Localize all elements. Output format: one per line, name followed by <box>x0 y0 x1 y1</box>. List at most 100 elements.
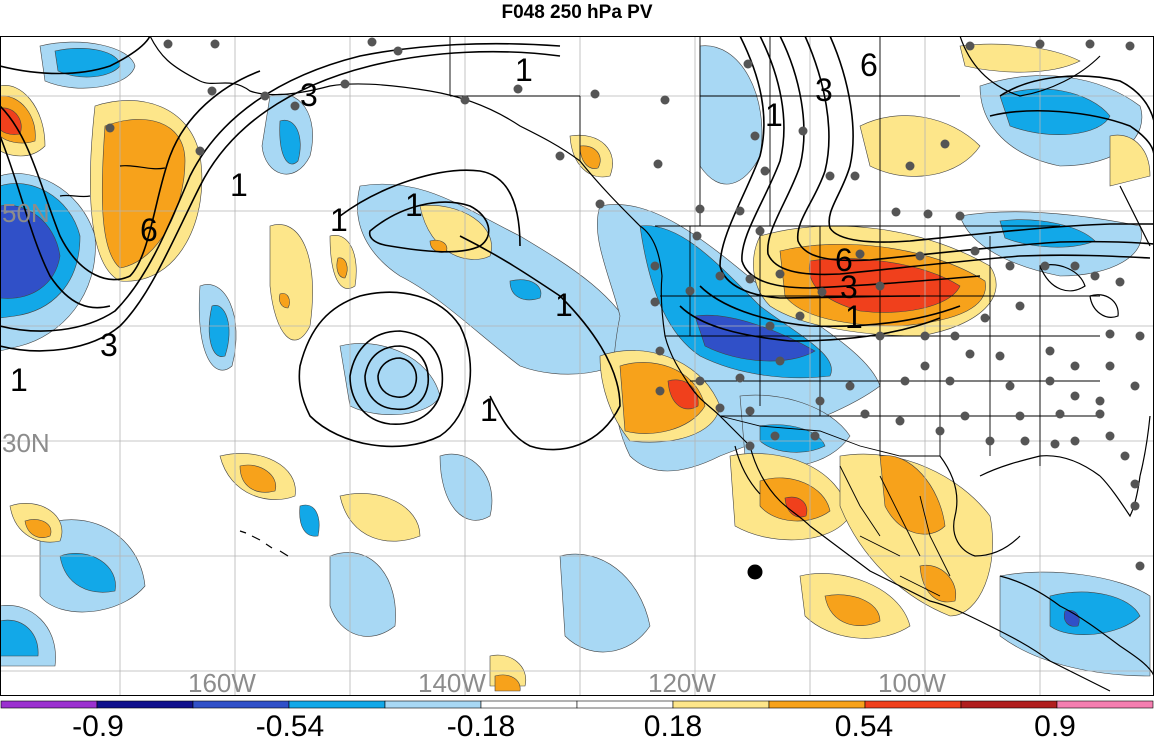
pos-mid-region <box>494 674 521 692</box>
coordinate-labels: 50N 30N 160W 140W 120W 100W <box>2 198 946 696</box>
pos-mid-region <box>619 362 706 434</box>
contour-label: 1 <box>845 299 863 335</box>
contour-label: 3 <box>840 269 858 305</box>
contour-line <box>828 36 1154 243</box>
contour-label: 1 <box>230 167 248 203</box>
pos-weak-region <box>839 453 993 617</box>
east-coast <box>1119 185 1151 477</box>
pos-mid-region <box>579 145 601 169</box>
neg-strong-region <box>694 314 816 362</box>
neg-mid-region <box>279 119 301 165</box>
longitude-label: 120W <box>648 668 716 696</box>
contour-line <box>339 169 521 247</box>
map-title: F048 250 hPa PV <box>501 2 653 23</box>
baja-peninsula <box>734 445 811 527</box>
colorbar-swatch <box>864 700 962 709</box>
contour-line <box>377 357 418 398</box>
great-lakes <box>1039 264 1119 318</box>
contour-label: 1 <box>405 187 423 223</box>
colorbar-tick-label: 0.9 <box>1034 710 1076 739</box>
contour-line <box>0 36 151 75</box>
contour-label: 6 <box>860 47 878 83</box>
contour-line <box>0 42 561 332</box>
contour-label: 6 <box>835 242 853 278</box>
us-mexico-border <box>719 415 940 457</box>
us-canada-border <box>449 36 1060 227</box>
contour-label: 3 <box>815 72 833 108</box>
neg-mid-region <box>759 424 826 453</box>
contour-label: 1 <box>480 392 498 428</box>
contour-line <box>767 36 1151 276</box>
station-marker-large <box>747 564 763 580</box>
pos-mid-region <box>879 455 946 535</box>
canada-provinces <box>579 36 960 226</box>
bc-coast <box>579 160 663 277</box>
contour-label: 1 <box>330 202 348 238</box>
contour-line <box>364 345 429 411</box>
neg-mid-region <box>0 619 39 657</box>
colorbar-swatch <box>96 700 194 709</box>
contour-line <box>989 110 1154 157</box>
longitude-label: 140W <box>418 668 486 696</box>
contour-label: 6 <box>140 212 158 248</box>
pos-mid-region <box>24 519 52 538</box>
graticule <box>0 36 1154 696</box>
colorbar-swatch <box>0 700 98 709</box>
aleutian-islands <box>59 165 166 198</box>
colorbar-swatch <box>1056 700 1154 709</box>
neg-weak-region <box>329 552 396 637</box>
colorbar-swatch <box>480 700 578 709</box>
mexico-coast <box>809 525 1111 692</box>
contour-line <box>298 291 472 448</box>
contour-label: 1 <box>555 287 573 323</box>
pos-weak-region <box>859 115 981 177</box>
colorbar-swatch <box>288 700 386 709</box>
colorbar: -0.9 -0.54 -0.18 0.18 0.54 0.9 <box>0 700 1154 739</box>
hawaii <box>239 530 289 557</box>
central-america <box>999 575 1154 677</box>
neg-weak-region <box>439 453 493 521</box>
colorbar-tick-label: 0.54 <box>835 710 893 739</box>
colorbar-swatches <box>0 700 1154 709</box>
neg-mid-region <box>59 553 116 593</box>
coastlines <box>59 36 1154 692</box>
pos-mid-region <box>239 464 277 493</box>
contour-line <box>797 36 1154 262</box>
latitude-label: 30N <box>2 428 50 458</box>
contour-label: 1 <box>515 52 533 88</box>
contour-line <box>999 75 1154 122</box>
contour-line <box>699 285 961 328</box>
contour-line <box>0 135 111 309</box>
colorbar-swatch <box>768 700 866 709</box>
pos-mid-region <box>279 293 290 309</box>
neg-mid-region <box>209 305 230 357</box>
colorbar-swatch <box>960 700 1058 709</box>
contour-line <box>0 70 261 281</box>
pv-map: 1 3 1 6 3 1 1 1 1 1 6 3 1 6 3 1 50N 30N … <box>0 36 1154 696</box>
contour-labels: 1 3 1 6 3 1 1 1 1 1 6 3 1 6 3 1 <box>10 47 878 428</box>
contour-line <box>0 50 561 352</box>
pos-weak-region <box>1109 134 1151 187</box>
us-west-coast <box>660 275 751 447</box>
pos-weak-region <box>959 43 1081 73</box>
colorbar-tick-label: 0.18 <box>644 710 702 739</box>
stations <box>105 37 1145 571</box>
contour-label: 1 <box>10 362 28 398</box>
contour-line <box>679 305 941 342</box>
colorbar-swatch <box>672 700 770 709</box>
colorbar-tick-label: -0.18 <box>447 710 515 739</box>
pos-weak-region <box>339 493 421 542</box>
alaska-coast <box>149 36 581 162</box>
neg-mid-region <box>299 504 320 537</box>
colorbar-labels: -0.9 -0.54 -0.18 0.18 0.54 0.9 <box>72 710 1076 739</box>
contour-label: 3 <box>100 327 118 363</box>
contour-line <box>349 330 444 425</box>
contour-label: 3 <box>300 77 318 113</box>
colorbar-swatch <box>384 700 482 709</box>
neg-mid-region <box>509 279 542 301</box>
hudson-bay <box>959 36 1101 97</box>
contour-line <box>719 36 921 299</box>
contour-line <box>459 235 621 451</box>
contour-label: 1 <box>765 97 783 133</box>
colorbar-swatch <box>576 700 674 709</box>
